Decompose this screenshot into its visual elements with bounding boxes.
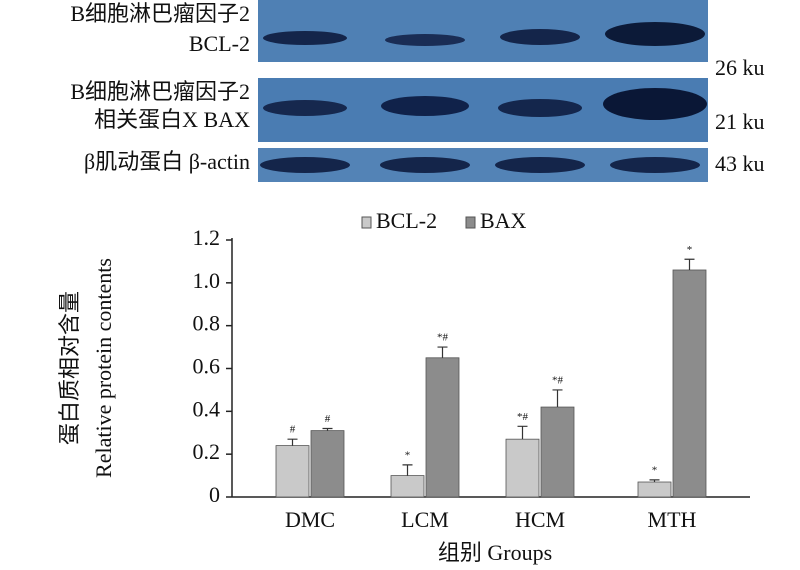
y-tick-label: 0.6 <box>193 354 221 379</box>
band <box>610 157 700 173</box>
blot-size: 43 ku <box>715 151 765 176</box>
blot-label: BCL-2 <box>189 31 250 56</box>
error-bar <box>322 427 333 431</box>
error-bar <box>437 346 448 358</box>
bar <box>540 406 575 498</box>
bar <box>672 269 707 498</box>
x-axis-title: 组别 Groups <box>438 540 552 565</box>
error-bar <box>684 258 695 270</box>
significance-label: * <box>687 244 693 256</box>
error-bar <box>402 464 413 476</box>
bar <box>425 357 460 498</box>
legend-swatch <box>361 216 372 229</box>
band <box>500 29 580 45</box>
y-tick-label: 1.0 <box>193 268 221 293</box>
y-tick-label: 1.2 <box>193 225 221 250</box>
significance-label: * <box>652 464 658 476</box>
band <box>495 157 585 173</box>
blot-label: B细胞淋巴瘤因子2 <box>70 79 250 104</box>
x-tick-label: DMC <box>285 507 335 532</box>
blot-image <box>258 0 708 182</box>
blot-label: β肌动蛋白 β-actin <box>84 149 250 174</box>
bar <box>390 475 425 498</box>
significance-label: *# <box>517 411 529 423</box>
error-bar <box>552 389 563 408</box>
y-axis-title-line: Relative protein contents <box>91 258 116 478</box>
significance-label: *# <box>552 374 564 386</box>
band <box>605 22 705 46</box>
band <box>603 88 707 120</box>
y-axis-title: 蛋白质相对含量 Relative protein contents <box>57 258 116 478</box>
bar <box>275 445 310 498</box>
legend-label: BCL-2 <box>376 208 437 233</box>
bar <box>505 438 540 498</box>
bar <box>637 481 672 498</box>
bar <box>310 430 345 498</box>
x-tick-label: LCM <box>401 507 449 532</box>
band <box>260 157 350 173</box>
band <box>385 34 465 46</box>
x-tick-label: MTH <box>648 507 697 532</box>
blot-size: 21 ku <box>715 109 765 134</box>
blot-label: 相关蛋白X BAX <box>94 107 250 132</box>
band <box>498 99 582 117</box>
y-axis-title-line: 蛋白质相对含量 <box>57 291 82 445</box>
x-tick-label: HCM <box>515 507 565 532</box>
y-tick-label: 0 <box>209 482 220 507</box>
band <box>381 96 469 116</box>
band <box>263 31 347 45</box>
legend-swatch <box>465 216 476 229</box>
significance-label: # <box>325 413 331 425</box>
blot-label: B细胞淋巴瘤因子2 <box>70 1 250 26</box>
y-tick-label: 0.2 <box>193 439 221 464</box>
blot-size: 26 ku <box>715 55 765 80</box>
y-tick-label: 0.4 <box>193 396 221 421</box>
error-bar <box>517 425 528 440</box>
y-tick-label: 0.8 <box>193 311 221 336</box>
legend-label: BAX <box>480 208 527 233</box>
significance-label: * <box>405 449 411 461</box>
band <box>380 157 470 173</box>
significance-label: *# <box>437 332 449 344</box>
error-bar <box>649 479 660 483</box>
band <box>263 100 347 116</box>
error-bar <box>287 438 298 446</box>
significance-label: # <box>290 424 296 436</box>
